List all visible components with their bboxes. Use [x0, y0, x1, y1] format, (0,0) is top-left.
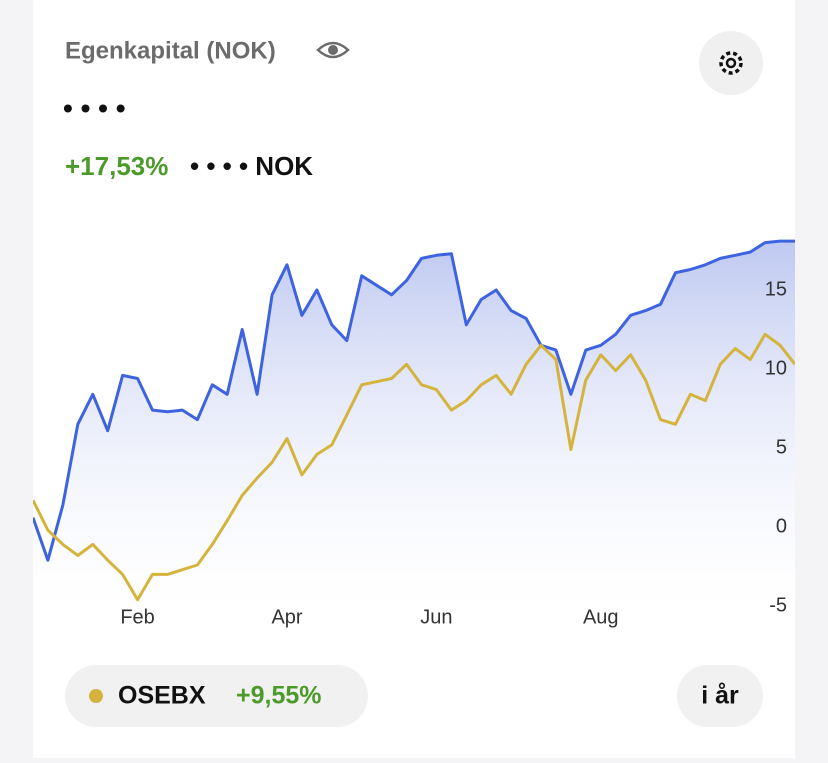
plot — [33, 239, 795, 610]
period-label[interactable]: i år — [701, 682, 739, 710]
y-tick-label: 10 — [765, 357, 787, 379]
line — [33, 332, 795, 602]
y-tick-label: -5 — [769, 594, 787, 616]
change: +17,53% — [65, 151, 168, 181]
line — [33, 239, 795, 562]
y-tick-label: 0 — [776, 515, 787, 537]
x-tick-label: Jun — [420, 606, 452, 628]
benchmark-pill[interactable] — [65, 665, 368, 727]
legend-swatch — [89, 689, 103, 703]
y-tick-label: 5 — [776, 436, 787, 458]
y-tick-label: 15 — [765, 278, 787, 300]
legend-change: +9,55% — [236, 682, 322, 710]
x-tick-label: Aug — [583, 606, 619, 628]
x-tick-label: Feb — [120, 606, 154, 628]
period-button[interactable] — [677, 665, 763, 727]
eye-icon[interactable] — [316, 41, 350, 59]
area — [33, 241, 795, 610]
title: Egenkapital (NOK) — [65, 37, 276, 64]
x-tick-label: Apr — [271, 606, 302, 628]
amount: • • • • NOK — [190, 151, 313, 181]
legend-name: OSEBX — [118, 682, 206, 710]
hidden-value: • • • • — [63, 92, 126, 123]
settings-button[interactable] — [699, 31, 763, 95]
